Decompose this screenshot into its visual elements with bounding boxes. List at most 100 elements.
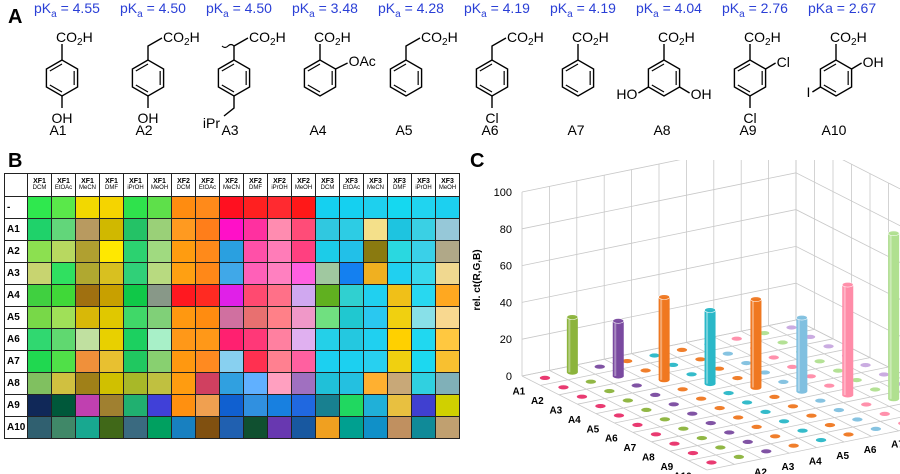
color-swatch [387, 262, 412, 285]
bar-top [603, 388, 616, 394]
hydroxyl-label: OH [52, 110, 73, 126]
column-xf: XF2 [225, 178, 238, 185]
color-swatch [267, 218, 292, 241]
bar [767, 354, 780, 361]
panel-a-label: A [8, 6, 23, 28]
bar [741, 399, 753, 406]
bar [686, 411, 699, 417]
color-swatch [147, 284, 172, 307]
bar-top [594, 403, 607, 409]
x-tick-label: A6 [605, 434, 618, 445]
grid-column-header: XF2 EtOAc [195, 173, 220, 197]
color-swatch [147, 240, 172, 263]
grid-row-header: A10 [4, 416, 28, 439]
color-swatch [267, 416, 292, 439]
color-swatch [75, 350, 100, 373]
color-swatch [99, 328, 124, 351]
bar [687, 450, 699, 456]
bar-base [658, 377, 670, 383]
color-swatch [267, 240, 292, 263]
double-bond [565, 63, 579, 72]
color-swatch [75, 284, 100, 307]
color-swatch [219, 394, 244, 417]
gridline [521, 172, 900, 230]
color-swatch [411, 196, 436, 219]
chloro-label: Cl [485, 110, 498, 126]
acid-label-a10: A10 [821, 122, 847, 138]
pka-value-a2: pKa = 4.50 [120, 0, 186, 20]
carboxyl-label: CO2H [314, 29, 351, 48]
hydroxyl-label: OH [691, 86, 712, 102]
bar-top [686, 411, 699, 417]
acid-label-a2: A2 [135, 122, 153, 138]
bar [777, 379, 790, 385]
bar [759, 409, 772, 415]
double-bond [393, 63, 407, 72]
pka-prefix: pK [120, 0, 138, 16]
structure-a7: CO2H [561, 29, 609, 97]
x-tick-label: A10 [673, 471, 692, 474]
gridline [595, 357, 871, 414]
benzene-ring [561, 59, 595, 97]
bar-top [824, 422, 836, 428]
color-swatch [27, 240, 52, 263]
bar-top [878, 411, 891, 417]
color-swatch [27, 218, 52, 241]
color-swatch [27, 328, 52, 351]
column-solvent: MeOH [438, 185, 457, 191]
bar [603, 388, 616, 394]
bar-top [786, 364, 799, 370]
pka-row: pKa = 4.55 pKa = 4.50 pKa = 4.50 pKa = 3.48… [28, 0, 900, 20]
bar [648, 352, 661, 359]
color-swatch [291, 416, 316, 439]
column-xf: XF2 [177, 178, 190, 185]
double-bond [49, 63, 63, 72]
bar-top [823, 383, 836, 389]
grid-row-header: - [4, 196, 28, 219]
bar [685, 371, 698, 378]
color-swatch [315, 372, 340, 395]
bar-body [842, 284, 854, 396]
bond [223, 96, 235, 117]
bar-top [870, 426, 882, 432]
pka-number: = 4.19 [486, 0, 530, 16]
color-swatch [75, 394, 100, 417]
pka-subscript: a [653, 8, 659, 20]
bar-highlight [706, 310, 709, 384]
chloro-label: Cl [743, 110, 756, 126]
bar [668, 441, 681, 447]
carboxyl-label: CO2H [572, 29, 609, 48]
pka-prefix: pK [722, 0, 740, 16]
bar [776, 339, 789, 346]
color-swatch [123, 196, 148, 219]
carboxyl-label: CO2H [658, 29, 695, 48]
color-swatch [243, 416, 268, 439]
pka-number: = 4.28 [400, 0, 444, 16]
color-swatch [411, 284, 436, 307]
bar [594, 403, 607, 409]
acid-label-a5: A5 [395, 122, 413, 138]
color-swatch [27, 196, 52, 219]
bar-top [815, 437, 827, 443]
color-swatch [411, 328, 436, 351]
bar [842, 431, 855, 438]
color-swatch [315, 416, 340, 439]
column-solvent: DCM [320, 185, 335, 191]
bar [823, 383, 836, 389]
bar-top [695, 396, 707, 402]
column-solvent: DMF [249, 185, 262, 191]
color-swatch [51, 306, 76, 329]
grid-row-header: A4 [4, 284, 28, 307]
color-swatch [99, 196, 124, 219]
bar-top [733, 454, 745, 460]
bar-top [897, 421, 900, 426]
bar-top [750, 424, 763, 430]
bar-highlight [614, 320, 617, 377]
color-swatch [387, 394, 412, 417]
gridline [688, 416, 900, 461]
color-swatch [75, 240, 100, 263]
bar-top [869, 386, 881, 393]
pka-number: = 4.04 [658, 0, 702, 16]
bar [676, 347, 688, 353]
bar [859, 362, 872, 368]
